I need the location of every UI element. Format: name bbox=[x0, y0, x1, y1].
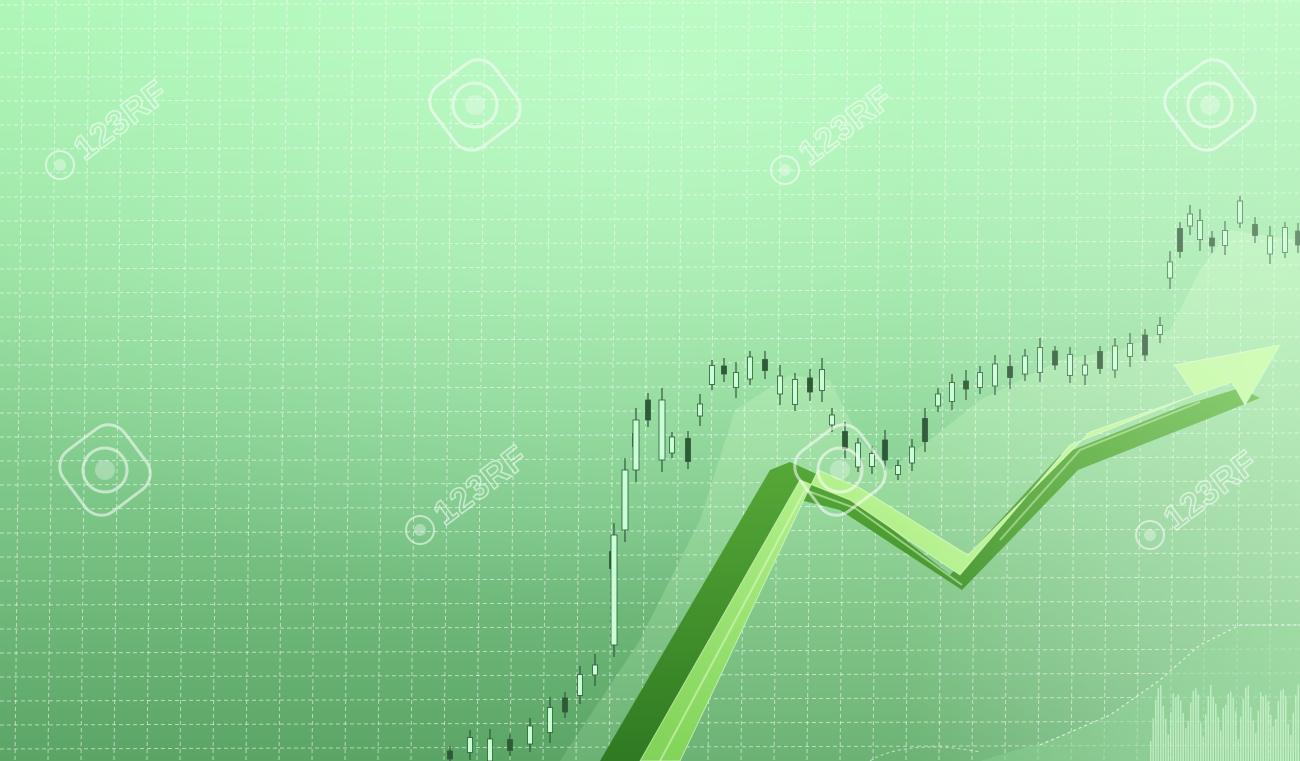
candle-body bbox=[658, 399, 666, 461]
candle-body bbox=[842, 431, 848, 449]
candle-body bbox=[645, 399, 651, 421]
candle-body bbox=[819, 369, 825, 391]
candle-body bbox=[709, 365, 715, 385]
candle-body bbox=[882, 439, 888, 461]
candle-body bbox=[507, 739, 513, 751]
lens-center bbox=[54, 159, 66, 171]
candle-body bbox=[829, 414, 835, 426]
camera-lens-icon bbox=[1163, 58, 1257, 152]
lens-center bbox=[779, 164, 791, 176]
candle-body bbox=[621, 469, 629, 531]
candle-body bbox=[697, 403, 703, 417]
camera-lens-icon bbox=[58, 423, 152, 517]
candle-body bbox=[487, 738, 493, 761]
candle-body bbox=[467, 737, 473, 753]
candle-body bbox=[685, 438, 691, 462]
watermark-lens bbox=[58, 423, 152, 517]
camera-lens-icon bbox=[428, 58, 522, 152]
candle-body bbox=[895, 465, 901, 475]
candle-body bbox=[547, 707, 553, 733]
candle-body bbox=[447, 750, 453, 760]
camera-lens-icon bbox=[770, 155, 800, 185]
candle-body bbox=[669, 436, 675, 454]
candle-body bbox=[762, 359, 768, 371]
candle-body bbox=[869, 453, 875, 467]
watermark-lens bbox=[428, 58, 522, 152]
candle-body bbox=[747, 356, 753, 380]
candle-body bbox=[577, 674, 583, 696]
lens-center bbox=[1144, 529, 1156, 541]
right-light-overlay bbox=[900, 0, 1300, 761]
camera-lens-icon bbox=[45, 150, 75, 180]
camera-lens-icon bbox=[405, 515, 435, 545]
candle-body bbox=[807, 377, 813, 393]
candle-body bbox=[610, 534, 618, 646]
candle-body bbox=[592, 664, 598, 676]
watermark-lens bbox=[1163, 58, 1257, 152]
candle-body bbox=[721, 365, 727, 375]
camera-lens-icon bbox=[793, 423, 887, 517]
watermark-lens bbox=[793, 423, 887, 517]
candle-body bbox=[792, 379, 798, 405]
candle-body bbox=[562, 697, 568, 713]
candle-body bbox=[733, 372, 739, 388]
candle-body bbox=[777, 375, 783, 395]
lens-center bbox=[414, 524, 426, 536]
candle-body bbox=[527, 725, 533, 745]
candle-body bbox=[632, 419, 640, 471]
camera-lens-icon bbox=[1135, 520, 1165, 550]
